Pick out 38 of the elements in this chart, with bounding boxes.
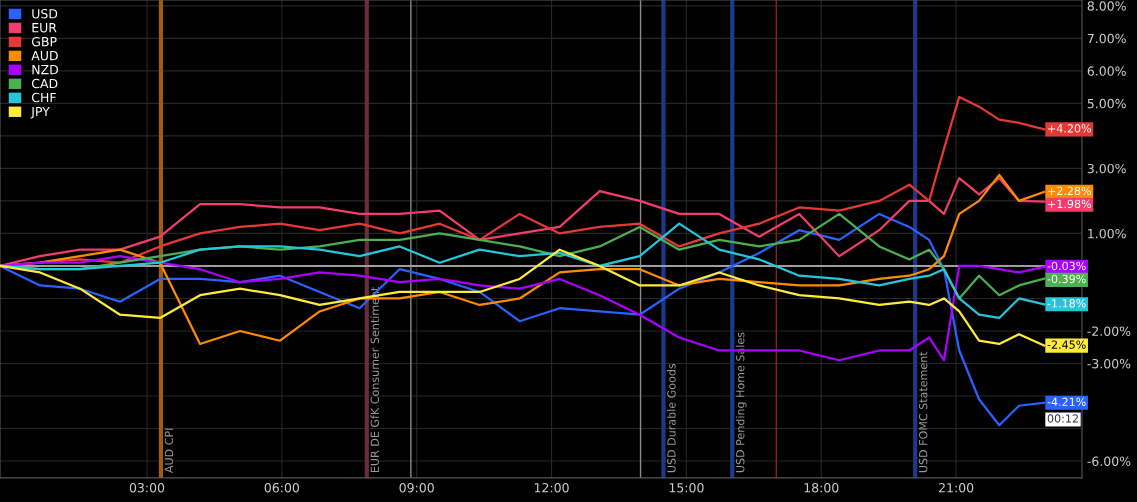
x-tick-label: 09:00 [399,482,434,493]
y-tick-label: 5.00% [1087,98,1126,109]
legend-label: NZD [32,65,59,75]
x-tick-label: 21:00 [939,482,974,493]
y-tick-label: -3.00% [1087,358,1131,369]
y-tick-label: 1.00% [1088,228,1126,239]
legend-label: GBP [31,36,57,47]
legend-label: CHF [31,92,56,103]
legend-label: CAD [31,78,58,89]
ref-line-label: AUD CPI [164,428,174,474]
ref-line-label: USD Durable Goods [667,363,676,473]
y-tick-label: 6.00% [1087,66,1126,76]
data-label: +1.98% [1048,199,1091,209]
x-tick-label: 18:00 [804,482,839,493]
x-tick-label: 06:00 [264,482,300,493]
y-tick-label: 7.00% [1087,33,1126,44]
ref-line-label: EUR DE GfK Consumer Sentiment [370,286,379,473]
legend-label: EUR [32,23,57,33]
data-label: -0.03% [1047,261,1086,271]
legend-label: USD [32,8,58,19]
data-label: -4.21% [1047,397,1086,407]
annotation: 00:12 [1047,414,1078,423]
x-tick-label: 15:00 [669,482,704,493]
x-tick-label: 12:00 [534,482,569,493]
data-label: -2.45% [1047,340,1086,349]
ref-line-label: USD FOMC Statement [918,351,928,473]
ref-line-label: USD Pending Home Sales [735,332,747,473]
y-tick-label: 8.00% [1087,1,1126,11]
legend-label: JPY [30,106,50,119]
legend-label: AUD [31,51,58,61]
data-label: -1.18% [1047,299,1086,308]
y-tick-label: 3.00% [1087,163,1126,174]
x-tick-label: 03:00 [129,482,165,493]
y-tick-label: -2.00% [1087,326,1131,336]
data-label: -0.39% [1047,274,1086,284]
y-tick-label: -6.00% [1087,456,1131,466]
data-label: +2.28% [1048,186,1091,196]
data-label: +4.20% [1048,124,1091,133]
